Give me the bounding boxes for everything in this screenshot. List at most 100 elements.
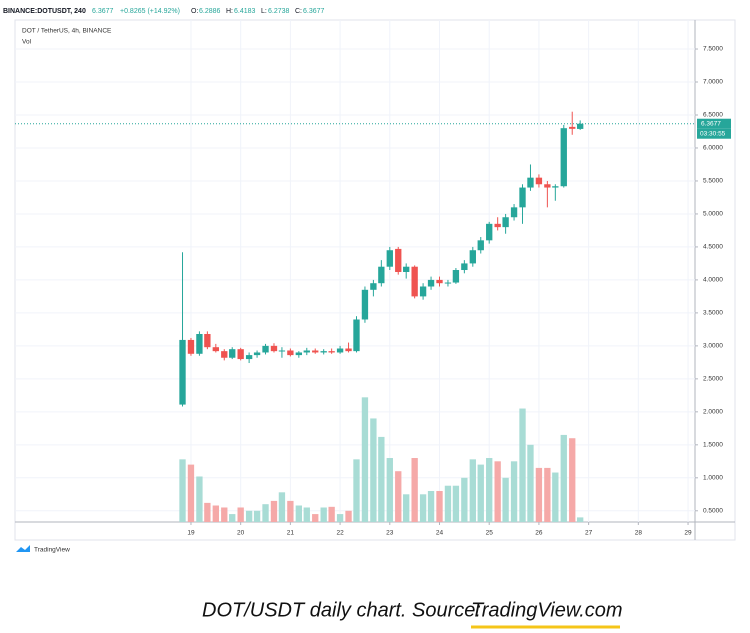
candle-body xyxy=(560,128,567,187)
y-tick-label: 3.5000 xyxy=(703,310,723,317)
candle-body xyxy=(552,186,559,188)
y-tick-label: 6.0000 xyxy=(703,145,723,152)
candle-body xyxy=(427,279,435,287)
y-tick-label: 7.5000 xyxy=(703,46,723,53)
volume-bar xyxy=(179,459,186,522)
x-tick-label: 19 xyxy=(187,530,195,537)
candle-body xyxy=(179,339,186,405)
volume-bar xyxy=(204,502,211,522)
y-tick-label: 5.0000 xyxy=(703,211,723,218)
candle-body xyxy=(411,266,418,297)
volume-bar xyxy=(486,458,493,522)
ohlc-label: H: xyxy=(226,8,233,15)
volume-bar xyxy=(544,467,551,522)
y-tick-label: 4.0000 xyxy=(703,277,723,284)
candle-body xyxy=(278,350,286,352)
candle-body xyxy=(403,266,410,272)
candle-body xyxy=(510,207,518,218)
candle-body xyxy=(477,240,484,251)
candle-body xyxy=(494,223,501,228)
symbol: BINANCE:DOTUSDT, 240 xyxy=(3,8,86,15)
volume-bar xyxy=(436,490,443,522)
candle-body xyxy=(287,350,294,356)
candle-body xyxy=(345,348,352,352)
candle-body xyxy=(303,350,310,353)
volume-bar xyxy=(577,517,584,522)
volume-bar xyxy=(378,436,385,522)
volume-bar xyxy=(353,459,360,522)
candle-body xyxy=(502,217,509,228)
candle-body xyxy=(419,286,427,297)
y-tick-label: 2.5000 xyxy=(703,376,723,383)
legend: DOT / TetherUS, 4h, BINANCE xyxy=(22,28,112,35)
y-tick-label: 3.0000 xyxy=(703,343,723,350)
volume-bar xyxy=(295,505,302,522)
timer: 03:30:55 xyxy=(700,130,726,137)
x-tick-label: 25 xyxy=(486,530,494,537)
candle-body xyxy=(353,319,360,352)
candle-body xyxy=(212,347,219,352)
candle-body xyxy=(270,345,278,352)
volume-bar xyxy=(419,494,427,522)
volume-bar xyxy=(196,476,203,522)
y-tick-label: 1.5000 xyxy=(703,442,723,449)
volume-bar xyxy=(345,510,352,522)
y-tick-label: 6.5000 xyxy=(703,112,723,119)
volume-bar xyxy=(427,490,435,522)
brand: TradingView xyxy=(34,547,70,554)
volume-bar xyxy=(370,418,377,522)
caption: DOT/USDT daily chart. Source: xyxy=(202,599,481,621)
candle-body xyxy=(370,283,377,290)
candle-body xyxy=(295,352,302,356)
x-tick-label: 23 xyxy=(386,530,394,537)
ohlc-value: 6.3677 xyxy=(303,8,325,15)
y-tick-label: 7.0000 xyxy=(703,79,723,86)
x-tick-label: 28 xyxy=(635,530,643,537)
candle-body xyxy=(187,339,195,354)
x-tick-label: 21 xyxy=(287,530,295,537)
ohlc-label: C: xyxy=(295,8,302,15)
candle-body xyxy=(221,351,228,358)
candle-body xyxy=(245,355,253,360)
caption-link[interactable]: TradingView.com xyxy=(471,599,623,621)
change: +0.8265 (+14.92%) xyxy=(120,8,180,15)
ohlc-value: 6.4183 xyxy=(234,8,256,15)
volume-bar xyxy=(527,444,534,522)
volume-bar xyxy=(237,507,244,522)
volume-bar xyxy=(510,461,518,522)
candle-body xyxy=(361,289,369,320)
x-tick-label: 26 xyxy=(535,530,543,537)
candle-body xyxy=(436,279,443,284)
volume-bar xyxy=(395,471,402,522)
volume-bar xyxy=(477,464,484,522)
volume-bar xyxy=(245,510,253,522)
x-tick-label: 29 xyxy=(684,530,692,537)
candle-body xyxy=(204,333,211,348)
y-tick-label: 4.5000 xyxy=(703,244,723,251)
volume-bar xyxy=(187,464,195,522)
x-tick-label: 27 xyxy=(585,530,593,537)
x-tick-label: 22 xyxy=(336,530,344,537)
candle-body xyxy=(452,270,460,283)
volume-bar xyxy=(328,506,335,522)
candle-body xyxy=(328,351,335,353)
volume-bar xyxy=(444,485,452,522)
volume-bar xyxy=(560,434,567,522)
volume-bar xyxy=(552,472,559,522)
volume-bar xyxy=(502,477,509,522)
candle-body xyxy=(320,351,327,353)
candle-body xyxy=(196,333,203,354)
candle-body xyxy=(569,126,576,129)
volume-bar xyxy=(221,507,228,522)
candle-body xyxy=(253,352,261,356)
y-tick-label: 1.0000 xyxy=(703,475,723,482)
candle-body xyxy=(237,349,244,360)
volume-bar xyxy=(312,514,319,522)
candle-body xyxy=(386,250,393,267)
candle-body xyxy=(486,223,493,241)
candle-body xyxy=(527,177,534,188)
y-tick-label: 5.5000 xyxy=(703,178,723,185)
volume-bar xyxy=(403,494,410,522)
